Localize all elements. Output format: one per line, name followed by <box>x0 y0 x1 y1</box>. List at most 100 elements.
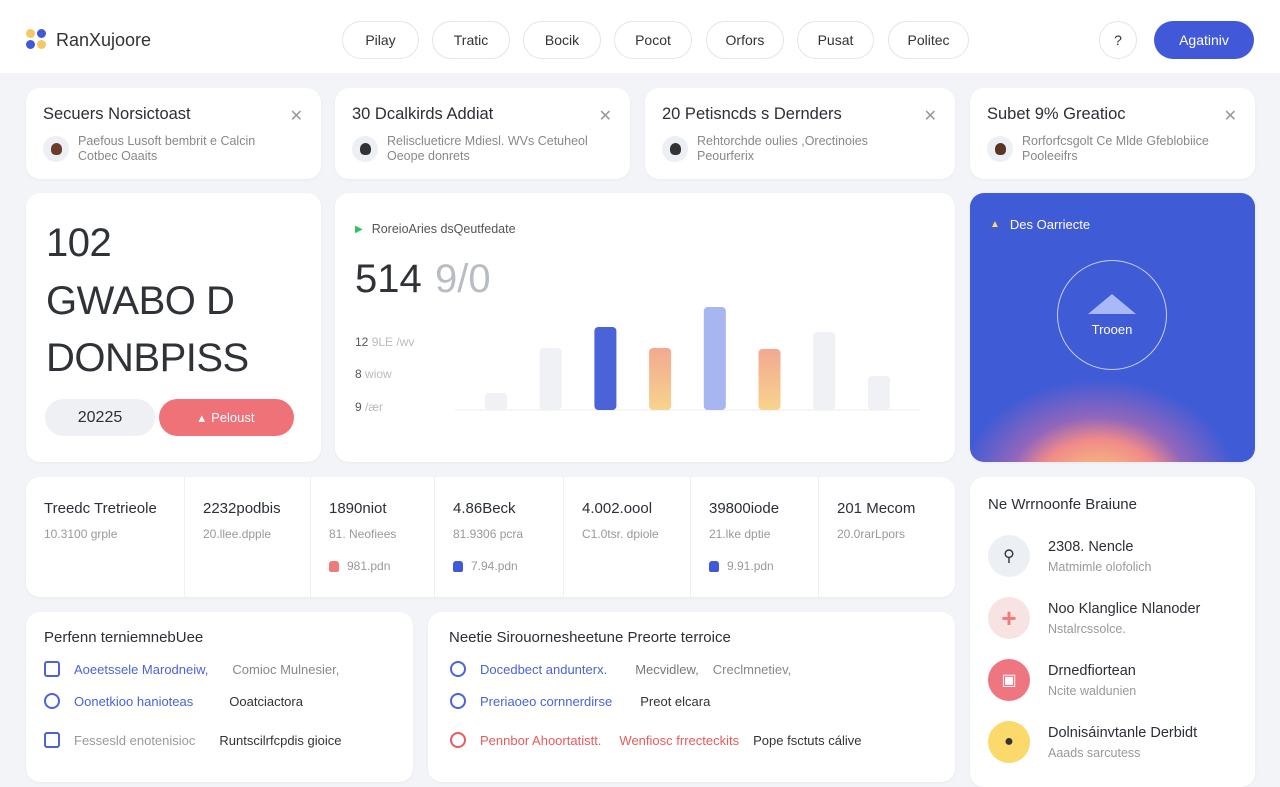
list-item[interactable]: ⚲ 2308. Nencle Matmimle olofolich <box>988 535 1152 577</box>
chart-secondary-value: 9/0 <box>435 257 491 301</box>
row-link[interactable]: Pennbor Ahoortatistt. <box>480 732 602 748</box>
notification-title: Subet 9% Greatioc <box>987 105 1126 123</box>
notification-card: 20 Petisncds s Dernders ✕ Rehtorchde oul… <box>645 88 955 179</box>
item-title: Drnedfiortean <box>1048 662 1136 679</box>
chart-bar[interactable] <box>485 393 507 410</box>
monitor-icon <box>44 661 60 677</box>
panel-row[interactable]: Oonetkioo hanioteas Ooatciactora <box>44 693 303 709</box>
hero-action-button[interactable]: ▴ Peloust <box>159 399 294 436</box>
legend-text: 9LE /wv <box>371 335 415 349</box>
stat-value: 4.002.oool <box>582 500 653 517</box>
avatar <box>43 136 69 162</box>
stat-sub: 81. Neofiees <box>329 527 397 541</box>
stat-item: 4.002.oool C1.0tsr. dpiole <box>564 477 691 597</box>
close-icon[interactable]: ✕ <box>923 108 937 125</box>
row-text: Pope fsctuts cálive <box>753 732 862 748</box>
row-link[interactable]: Docedbect andunterx. <box>480 661 608 677</box>
item-sub: Nstalrcssolce. <box>1048 621 1126 636</box>
chart-bar[interactable] <box>594 327 617 410</box>
row-link[interactable]: Oonetkioo hanioteas <box>74 693 194 709</box>
chart-bar[interactable] <box>703 307 726 410</box>
hero-heading: GWABO D <box>46 279 235 323</box>
stat-value: 1890niot <box>329 500 387 517</box>
nav-item-4[interactable]: Pocot <box>614 21 692 59</box>
item-title: Noo Klanglice Nlanoder <box>1048 600 1201 617</box>
logo[interactable]: RanXujoore <box>26 29 151 51</box>
stats-strip: Treedc Tretrieole 10.3100 grple 2232podbi… <box>26 477 955 597</box>
chart-bar[interactable] <box>649 348 672 410</box>
chart-bar[interactable] <box>758 349 781 410</box>
row-link[interactable]: Fessesld enotenisioc <box>74 732 196 748</box>
notification-card: Secuers Norsictoast ✕ Paefous Lusoft bem… <box>26 88 321 179</box>
stat-value: 2232podbis <box>203 500 281 517</box>
help-button[interactable]: ? <box>1099 21 1137 59</box>
row-text: Preot elcara <box>640 693 711 709</box>
user-icon <box>450 693 466 709</box>
warning-icon: ▲ <box>990 219 1000 230</box>
close-icon[interactable]: ✕ <box>289 108 303 125</box>
stat-sub: 20.0rarLpors <box>837 527 906 541</box>
panel-row[interactable]: Preriaoeo cornnerdirse Preot elcara <box>450 693 710 709</box>
hero-subheading: DONBPISS <box>46 336 249 380</box>
avatar <box>352 136 378 162</box>
promo-button-label: Trooen <box>1091 321 1133 337</box>
notification-text: Rehtorchde oulies ,Orectinoies Peourferi… <box>697 134 868 163</box>
nav-item-5[interactable]: Orfors <box>706 21 784 59</box>
list-item[interactable]: ● Dolnisáinvtanle Derbidt Aaads sarcutess <box>988 721 1197 763</box>
logo-icon <box>26 29 48 51</box>
legend-text: /ær <box>365 400 384 414</box>
notification-title: 30 Dcalkirds Addiat <box>352 105 494 123</box>
panel-row[interactable]: Fessesld enotenisioc Runtscilrfcpdis gioi… <box>44 732 342 748</box>
legend-item: 8 wiow <box>355 367 392 381</box>
close-icon[interactable]: ✕ <box>1223 108 1237 125</box>
row-text: Runtscilrfcpdis gioice <box>219 732 342 748</box>
stat-item: 1890niot 81. Neofiees 981.pdn <box>311 477 435 597</box>
stat-trend: 7.94.pdn <box>471 559 518 573</box>
stat-sub: 10.3100 grple <box>44 527 118 541</box>
user-icon <box>450 661 466 677</box>
panel-row[interactable]: Pennbor Ahoortatistt. Wenfiosc frrectecki… <box>450 732 862 748</box>
list-item[interactable]: ▣ Drnedfiortean Ncite waldunien <box>988 659 1136 701</box>
item-title: 2308. Nencle <box>1048 538 1134 555</box>
notification-card: 30 Dcalkirds Addiat ✕ Relisclueticre Mdi… <box>335 88 630 179</box>
legend-number: 8 <box>355 367 362 381</box>
bar-chart <box>455 307 920 411</box>
panel-row[interactable]: Docedbect andunterx. Mecvidlew, Creclmneti… <box>450 661 791 677</box>
chart-bar[interactable] <box>867 376 890 410</box>
panel-row[interactable]: Aoeetssele Marodneiw, Comioc Mulnesier, <box>44 661 339 677</box>
legend-item: 9 /ær <box>355 400 383 414</box>
nav-item-3[interactable]: Bocik <box>523 21 601 59</box>
chart-bar[interactable] <box>813 332 836 410</box>
notification-card: Subet 9% Greatioc ✕ Rorforfcsgolt Ce Mld… <box>970 88 1255 179</box>
key-icon: ⚲ <box>988 535 1030 577</box>
row-link[interactable]: Wenfiosc frrecteckits <box>619 732 740 748</box>
row-text: Mecvidlew, <box>635 661 699 677</box>
primary-action-button[interactable]: Agatiniv <box>1154 21 1254 59</box>
year-pill[interactable]: 20225 <box>45 399 155 436</box>
chart-card: ▶ RoreioAries dsQeutfedate 514 9/0 12 9L… <box>335 193 955 462</box>
row-link[interactable]: Aoeetssele Marodneiw, <box>74 661 209 677</box>
nav-item-6[interactable]: Pusat <box>797 21 874 59</box>
pin-icon: ● <box>988 721 1030 763</box>
panel-title: Perfenn terniemnebUee <box>44 629 204 646</box>
nav-item-7[interactable]: Politec <box>888 21 969 59</box>
chart-label: RoreioAries dsQeutfedate <box>371 222 516 236</box>
avatar <box>662 136 688 162</box>
list-item[interactable]: + Noo Klanglice Nlanoder Nstalrcssolce. <box>988 597 1200 639</box>
row-link[interactable]: Preriaoeo cornnerdirse <box>480 693 613 709</box>
stat-value: 201 Mecom <box>837 500 916 517</box>
notification-title: 20 Petisncds s Dernders <box>662 105 842 123</box>
promo-button[interactable]: Trooen <box>1057 260 1167 370</box>
stat-sub: C1.0tsr. dpiole <box>582 527 659 541</box>
stat-item: 4.86Beck 81.9306 pcra 7.94.pdn <box>435 477 564 597</box>
stat-sub: 81.9306 pcra <box>453 527 524 541</box>
badge-icon <box>44 693 60 709</box>
close-icon[interactable]: ✕ <box>598 108 612 125</box>
item-sub: Aaads sarcutess <box>1048 745 1141 760</box>
item-sub: Ncite waldunien <box>1048 683 1137 698</box>
nav-item-2[interactable]: Tratic <box>432 21 510 59</box>
chart-bar[interactable] <box>539 348 562 410</box>
nav-item-1[interactable]: Pilay <box>342 21 419 59</box>
stat-value: Treedc Tretrieole <box>44 500 157 517</box>
hero-action-label: Peloust <box>211 410 255 425</box>
